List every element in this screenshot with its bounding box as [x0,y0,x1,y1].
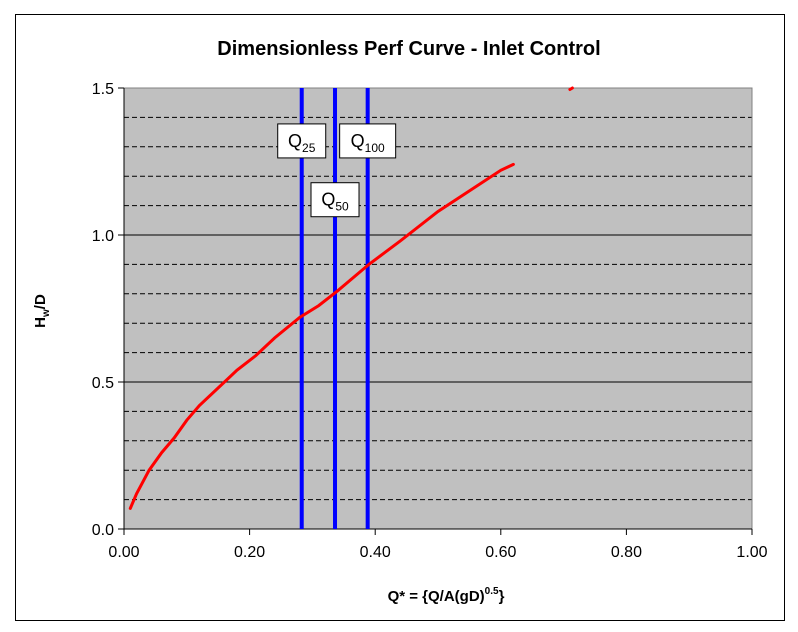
y-axis-label-main: H [32,317,49,328]
chart-title: Dimensionless Perf Curve - Inlet Control [217,38,600,60]
x-tick-label: 0.80 [611,544,642,561]
y-tick-label: 0.0 [92,522,114,539]
series-line-1 [128,162,515,510]
x-tick-label: 0.00 [108,544,139,561]
x-tick-label: 1.00 [736,544,767,561]
q-label-sub: 100 [365,141,385,155]
x-tick-label: 0.40 [360,544,391,561]
x-axis-label-tail: } [499,588,505,605]
q-label-text: Q50 [321,190,349,214]
q-label-sub: 50 [335,200,349,214]
y-axis-label-tail: /D [32,294,49,309]
q-label-text: Q100 [351,131,385,155]
q-label-box [277,123,327,159]
q-label-main: Q [288,131,302,151]
plot-background [124,88,752,529]
q-label-box [310,182,360,218]
q-label-50: Q50 [310,182,360,218]
y-tick-label: 1.0 [92,228,114,245]
q-label-main: Q [351,131,365,151]
y-axis-label: Hw/D [32,294,52,328]
q-label-box [339,123,397,159]
x-tick-label: 0.60 [485,544,516,561]
x-tick-label: 0.20 [234,544,265,561]
x-axis-label-sup: 0.5 [485,586,499,597]
x-axis-label: Q* = {Q/A(gD)0.5} [388,586,505,605]
q-label-main: Q [321,190,335,210]
series-line-2 [568,86,574,91]
q-label-sub: 25 [302,141,316,155]
x-axis-label-main: Q* = {Q/A(gD) [388,588,485,605]
q-label-text: Q25 [288,131,316,155]
q-label-25: Q25 [277,123,327,159]
y-tick-label: 0.5 [92,375,114,392]
y-axis-label-sub: w [41,309,52,318]
q-label-100: Q100 [339,123,397,159]
y-tick-label: 1.5 [92,81,114,98]
